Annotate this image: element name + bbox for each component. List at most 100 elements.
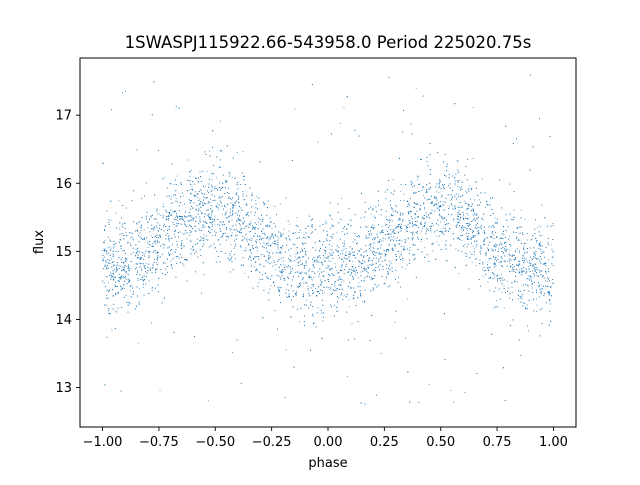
data-point (272, 233, 274, 235)
data-point (102, 257, 104, 259)
data-point (415, 87, 417, 89)
data-point (341, 231, 343, 233)
data-point (405, 229, 407, 231)
data-point (112, 247, 114, 249)
data-point (430, 231, 432, 233)
data-point (313, 276, 315, 278)
data-point (462, 216, 464, 218)
data-point (142, 255, 144, 256)
data-point (121, 277, 123, 279)
data-point (513, 269, 515, 271)
data-point (179, 253, 181, 255)
data-point (203, 216, 205, 218)
data-point (399, 226, 401, 228)
data-point (496, 260, 497, 262)
data-point (500, 237, 502, 239)
data-point (190, 208, 191, 210)
data-point (151, 267, 153, 269)
data-point (523, 267, 525, 269)
data-point (191, 206, 193, 207)
data-point (424, 222, 426, 224)
data-point (462, 235, 464, 236)
data-point (344, 240, 346, 242)
data-point (516, 237, 518, 239)
data-point (127, 267, 129, 269)
data-point (514, 251, 516, 253)
data-point (539, 243, 541, 245)
data-point (152, 287, 154, 288)
data-point (168, 240, 170, 242)
data-point (200, 210, 202, 212)
data-point (395, 259, 397, 261)
data-point (288, 273, 290, 275)
data-point (294, 272, 296, 274)
data-point (466, 235, 468, 237)
data-point (143, 259, 145, 261)
data-point (369, 246, 371, 248)
data-point (471, 236, 473, 238)
data-point (431, 244, 433, 246)
data-point (533, 276, 535, 278)
data-point (351, 276, 353, 277)
data-point (372, 224, 374, 226)
data-point (318, 292, 320, 294)
data-point (327, 265, 329, 266)
data-point (451, 204, 453, 206)
data-point (494, 217, 496, 219)
data-point (532, 264, 534, 266)
data-point (279, 203, 281, 205)
data-point (265, 237, 267, 239)
data-point (392, 228, 394, 230)
data-point (269, 288, 271, 290)
data-point (403, 199, 405, 201)
data-point (352, 270, 354, 272)
data-point (379, 269, 380, 271)
data-point (316, 259, 318, 261)
data-point (482, 268, 484, 270)
data-point (365, 250, 367, 252)
data-point (148, 250, 150, 252)
data-point (492, 272, 494, 274)
data-point (331, 224, 333, 226)
data-point (125, 277, 127, 279)
data-point (478, 199, 480, 201)
data-point (381, 226, 383, 228)
data-point (258, 217, 260, 219)
data-point (255, 247, 256, 248)
data-point (510, 265, 512, 267)
data-point (170, 253, 172, 255)
data-point (219, 200, 221, 202)
data-point (268, 299, 270, 301)
data-point (428, 188, 430, 190)
data-point (484, 207, 486, 209)
data-point (309, 276, 311, 278)
data-point (500, 280, 501, 282)
data-point (115, 294, 117, 296)
data-point (503, 285, 505, 287)
data-point (334, 286, 336, 288)
data-point (493, 307, 495, 309)
data-point (174, 179, 176, 181)
data-point (304, 325, 306, 327)
data-point (270, 285, 272, 286)
data-point (325, 221, 327, 223)
data-point (199, 220, 201, 222)
data-point (376, 233, 378, 235)
data-point (483, 239, 485, 240)
data-point (264, 232, 266, 234)
data-point (330, 254, 332, 256)
data-point (114, 310, 116, 312)
data-point (361, 266, 362, 268)
data-point (473, 254, 475, 256)
data-point (442, 201, 444, 202)
data-point (108, 282, 109, 283)
data-point (538, 247, 540, 249)
data-point (349, 246, 351, 248)
data-point (129, 290, 131, 292)
data-point (540, 284, 542, 286)
data-point (305, 265, 307, 267)
data-point (199, 221, 201, 223)
data-point (437, 224, 439, 226)
